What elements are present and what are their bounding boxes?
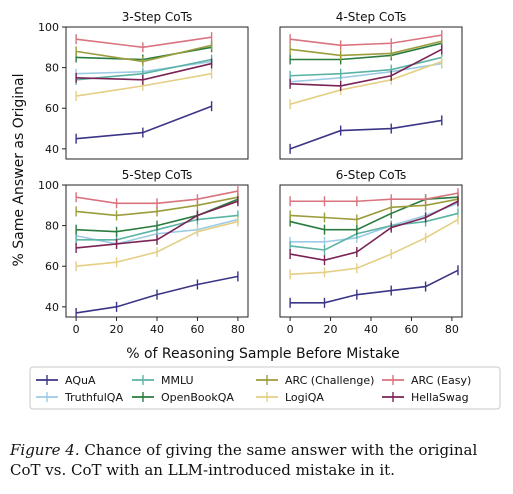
x-tick-label: 0 xyxy=(287,323,294,336)
panel-1: 3-Step CoTs 40 60 80 100 xyxy=(38,10,249,160)
plot-frame xyxy=(279,184,463,318)
series-line xyxy=(289,119,442,150)
x-tick-label: 60 xyxy=(404,323,418,336)
series-line xyxy=(289,60,443,105)
series-line xyxy=(290,198,459,221)
x-tick-label: 20 xyxy=(110,323,124,336)
y-tick-label: 100 xyxy=(38,21,59,34)
series-line xyxy=(289,200,459,261)
y-tick-label: 40 xyxy=(45,143,59,156)
y-tick-label: 40 xyxy=(45,301,59,314)
legend: AQuA TruthfulQA MMLU OpenBookQA ARC (Challen… xyxy=(29,366,501,410)
plot-frame xyxy=(65,26,249,160)
series-line xyxy=(290,42,442,61)
y-axis-label: % Same Answer as Original xyxy=(11,73,27,266)
series-line xyxy=(290,62,442,83)
x-axis-label: % of Reasoning Sample Before Mistake xyxy=(126,346,400,362)
panel-title: 6-Step CoTs xyxy=(336,168,406,182)
chart-panels: 3-Step CoTs 40 60 80 100 4-Step CoTs 5-Step Co… xyxy=(38,10,463,336)
series-line xyxy=(290,212,459,251)
legend-label: AQuA xyxy=(65,374,96,387)
caption-label: Figure 4. xyxy=(10,441,80,459)
y-tick-label: 60 xyxy=(45,260,59,273)
series-line xyxy=(290,34,442,47)
series-line xyxy=(76,46,212,61)
series-line xyxy=(290,192,459,203)
x-tick-label: 40 xyxy=(364,323,378,336)
legend-label: LogiQA xyxy=(285,391,324,404)
caption-text: Chance of giving the same answer with th… xyxy=(10,441,478,479)
series-line xyxy=(290,48,443,87)
series-line xyxy=(76,105,212,140)
series-line xyxy=(290,202,459,243)
legend-label: ARC (Challenge) xyxy=(285,374,374,387)
legend-label: OpenBookQA xyxy=(161,391,234,404)
figure-caption: Figure 4. Chance of giving the same answ… xyxy=(10,440,506,480)
series-line xyxy=(290,40,442,57)
y-tick-label: 80 xyxy=(45,220,59,233)
panel-title: 3-Step CoTs xyxy=(122,10,192,24)
panel-title: 4-Step CoTs xyxy=(336,10,406,24)
series-line xyxy=(290,269,459,304)
x-tick-label: 60 xyxy=(190,323,204,336)
y-tick-label: 100 xyxy=(38,179,59,192)
y-tick-label: 80 xyxy=(45,62,59,75)
panel-3: 5-Step CoTs 40 60 80 100 0 20 40 60 80 xyxy=(38,168,249,336)
x-tick-label: 0 xyxy=(73,323,80,336)
panel-title: 5-Step CoTs xyxy=(122,168,192,182)
legend-label: ARC (Easy) xyxy=(411,374,471,387)
plot-frame xyxy=(279,26,463,160)
series-line xyxy=(290,218,459,276)
panel-2: 4-Step CoTs xyxy=(279,10,463,160)
figure: 3-Step CoTs 40 60 80 100 4-Step CoTs 5-Step Co… xyxy=(11,10,501,410)
panel-4: 6-Step CoTs 0 20 40 60 80 xyxy=(279,168,463,336)
y-tick-label: 60 xyxy=(45,102,59,115)
x-tick-label: 80 xyxy=(231,323,245,336)
series-line xyxy=(76,36,212,49)
legend-box xyxy=(29,366,501,410)
legend-label: MMLU xyxy=(161,374,194,387)
series-line xyxy=(75,72,212,97)
legend-label: HellaSwag xyxy=(411,391,469,404)
x-tick-label: 40 xyxy=(150,323,164,336)
x-tick-label: 20 xyxy=(324,323,338,336)
legend-label: TruthfulQA xyxy=(64,391,123,404)
series-line xyxy=(290,56,442,77)
x-tick-label: 80 xyxy=(445,323,459,336)
